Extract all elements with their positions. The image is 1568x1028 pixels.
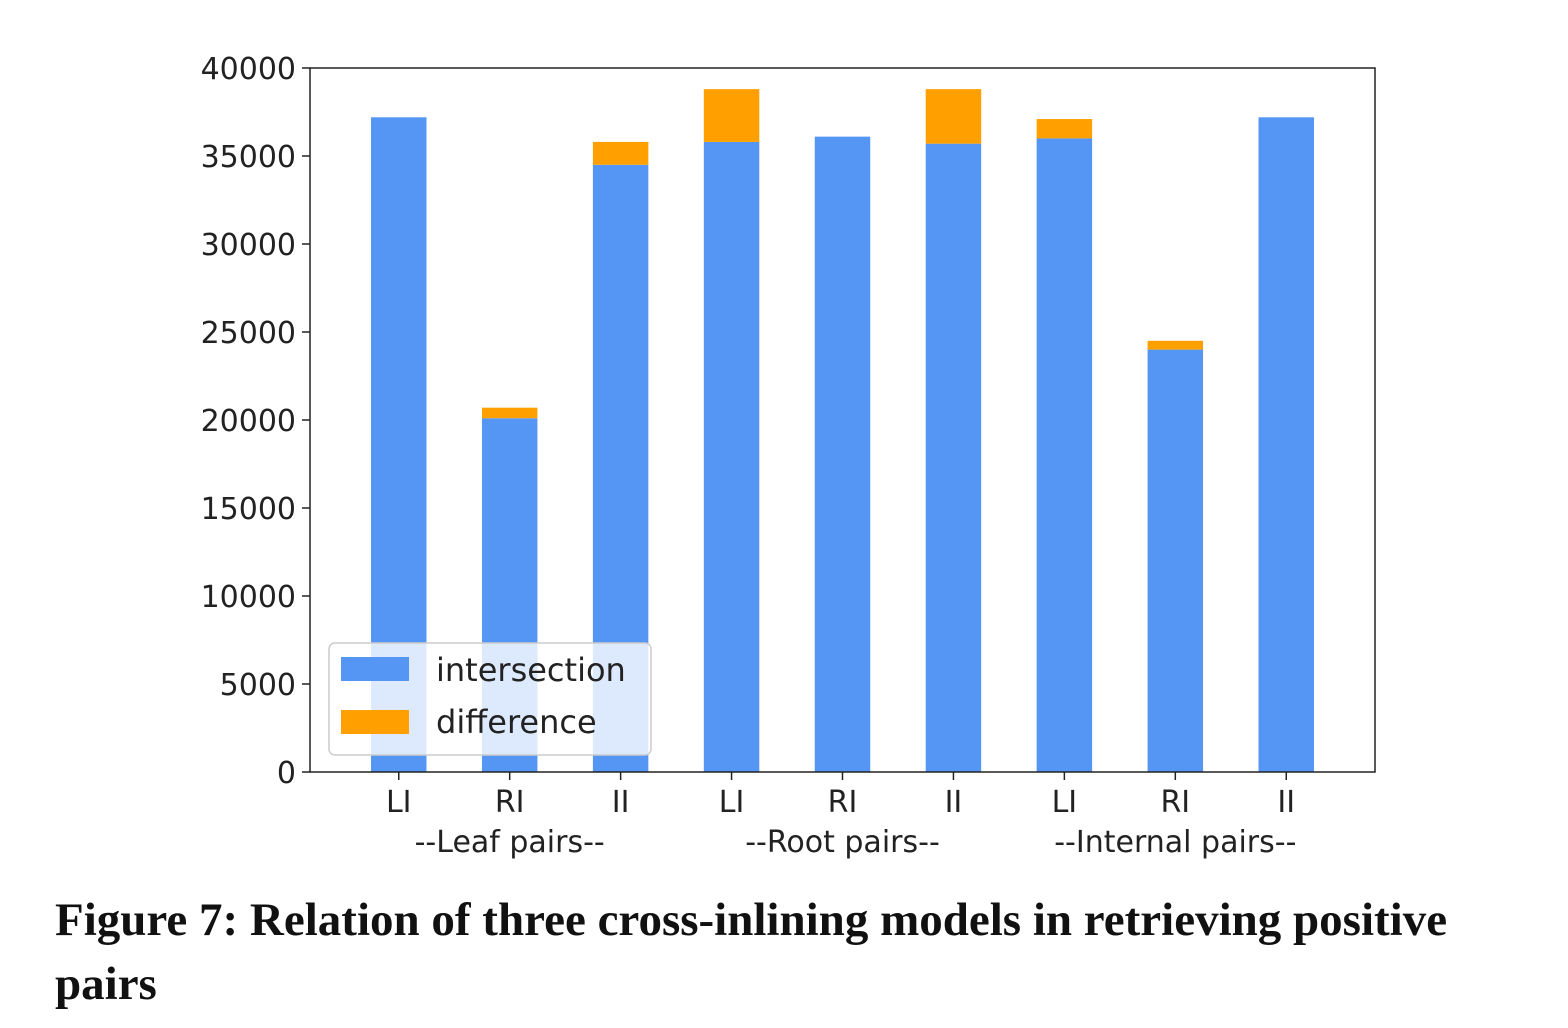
group-label: --Root pairs-- (745, 825, 940, 860)
legend-swatch-intersection (341, 657, 409, 681)
legend-label-intersection: intersection (436, 651, 626, 689)
bar-difference-7 (1147, 340, 1204, 350)
bar-intersection-7 (1147, 349, 1204, 772)
x-tick-label: RI (1160, 785, 1190, 820)
legend-swatch-difference (341, 710, 409, 734)
x-tick-label: RI (495, 785, 525, 820)
x-tick-label: II (1277, 785, 1295, 820)
x-tick-label: LI (719, 785, 745, 820)
group-label: --Internal pairs-- (1054, 825, 1296, 860)
bars-layer (371, 89, 1314, 773)
x-tick-label: LI (1052, 785, 1078, 820)
x-tick-label: LI (386, 785, 412, 820)
bar-chart: 0 5000 10000 15000 20000 25000 30000 35000 40000… (201, 52, 1376, 860)
bar-difference-3 (703, 89, 760, 142)
bar-intersection-4 (814, 136, 871, 772)
x-axis-group-labels: --Leaf pairs-- --Root pairs-- --Internal p… (415, 825, 1297, 860)
y-axis: 0 5000 10000 15000 20000 25000 30000 35000 40000 (201, 52, 310, 791)
y-tick-label: 40000 (201, 52, 296, 87)
bar-difference-6 (1036, 119, 1093, 139)
legend-box (328, 642, 652, 756)
y-tick-label: 20000 (201, 404, 296, 439)
legend: intersection difference (328, 642, 652, 756)
group-label: --Leaf pairs-- (415, 825, 605, 860)
bar-difference-2 (592, 141, 649, 165)
bar-intersection-3 (703, 141, 760, 773)
y-tick-label: 5000 (220, 668, 296, 703)
y-tick-label: 30000 (201, 228, 296, 263)
y-tick-label: 25000 (201, 316, 296, 351)
x-tick-label: II (612, 785, 630, 820)
bar-difference-1 (481, 407, 538, 419)
y-tick-label: 0 (277, 756, 296, 791)
bar-intersection-8 (1258, 117, 1314, 772)
x-tick-label: II (945, 785, 963, 820)
y-tick-label: 10000 (201, 580, 296, 615)
legend-label-difference: difference (436, 703, 597, 741)
x-axis: LI RI II LI RI II LI RI II (386, 772, 1295, 820)
bar-difference-5 (925, 89, 982, 144)
x-tick-label: RI (828, 785, 858, 820)
figure-caption: Figure 7: Relation of three cross-inlini… (55, 894, 1448, 1010)
y-tick-label: 35000 (201, 140, 296, 175)
bar-intersection-6 (1036, 138, 1093, 772)
bar-intersection-5 (925, 143, 982, 772)
y-tick-label: 15000 (201, 492, 296, 527)
